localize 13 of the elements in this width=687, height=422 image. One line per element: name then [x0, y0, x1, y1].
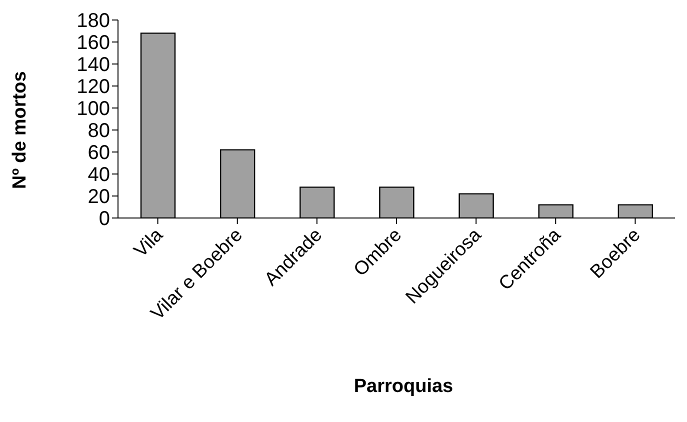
- x-axis-title: Parroquias: [352, 376, 454, 398]
- y-tick-label: 40: [88, 164, 110, 186]
- y-tick-label: 80: [88, 120, 110, 142]
- y-tick-label: 100: [76, 98, 110, 120]
- y-tick-label: 60: [88, 142, 110, 164]
- y-tick-label: 160: [76, 32, 110, 54]
- y-axis-title: Nº de mortos: [10, 71, 31, 189]
- y-tick-label: 0: [98, 208, 110, 230]
- y-tick-label: 140: [76, 54, 110, 76]
- y-tick-label: 120: [76, 76, 110, 98]
- y-tick-label: 20: [88, 186, 110, 208]
- x-tick-label: Vila: [130, 224, 168, 262]
- y-tick-label: 180: [76, 10, 110, 32]
